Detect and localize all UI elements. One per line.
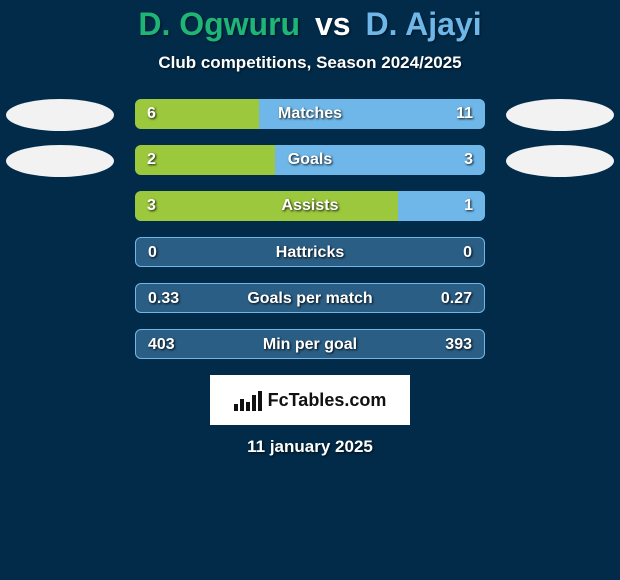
stat-value-right: 393 [445,330,472,359]
player2-name: D. Ajayi [365,6,481,42]
stat-value-right: 3 [464,145,473,175]
stat-rows: 6 11 Matches 2 3 Goals 3 1 Assists 0 0 Hattricks 0.3… [135,99,485,359]
stat-value-left: 6 [147,99,156,129]
player1-crest-icon [6,145,114,177]
player2-crest-icon [506,99,614,131]
stat-value-right: 1 [464,191,473,221]
comparison-chart: 6 11 Matches 2 3 Goals 3 1 Assists 0 0 Hattricks 0.3… [0,99,620,359]
page-title: D. Ogwuru vs D. Ajayi [0,6,620,43]
stat-value-left: 2 [147,145,156,175]
stat-label: Goals per match [247,284,372,313]
stat-row: 3 1 Assists [135,191,485,221]
stat-row: 0 0 Hattricks [135,237,485,267]
subtitle: Club competitions, Season 2024/2025 [0,53,620,73]
stat-label: Min per goal [263,330,357,359]
player1-name: D. Ogwuru [138,6,300,42]
stat-row: 0.33 0.27 Goals per match [135,283,485,313]
stat-row: 2 3 Goals [135,145,485,175]
stat-label: Assists [282,191,339,221]
vs-text: vs [315,6,351,42]
player2-crest-icon [506,145,614,177]
bar-fill-left [135,191,398,221]
date-text: 11 january 2025 [0,437,620,457]
comparison-card: D. Ogwuru vs D. Ajayi Club competitions,… [0,0,620,580]
stat-value-left: 0.33 [148,284,179,313]
bar-fill-left [135,145,275,175]
player1-crest-icon [6,99,114,131]
stat-row: 403 393 Min per goal [135,329,485,359]
logo-bars-icon [234,389,262,411]
stat-value-right: 0 [463,238,472,267]
stat-value-right: 11 [456,99,473,129]
stat-row: 6 11 Matches [135,99,485,129]
logo-brand-text: FcTables.com [268,390,387,411]
stat-label: Matches [278,99,342,129]
stat-value-left: 3 [147,191,156,221]
stat-value-left: 0 [148,238,157,267]
stat-value-right: 0.27 [441,284,472,313]
stat-label: Hattricks [276,238,344,267]
stat-label: Goals [288,145,332,175]
stat-value-left: 403 [148,330,175,359]
fctables-logo: FcTables.com [210,375,410,425]
